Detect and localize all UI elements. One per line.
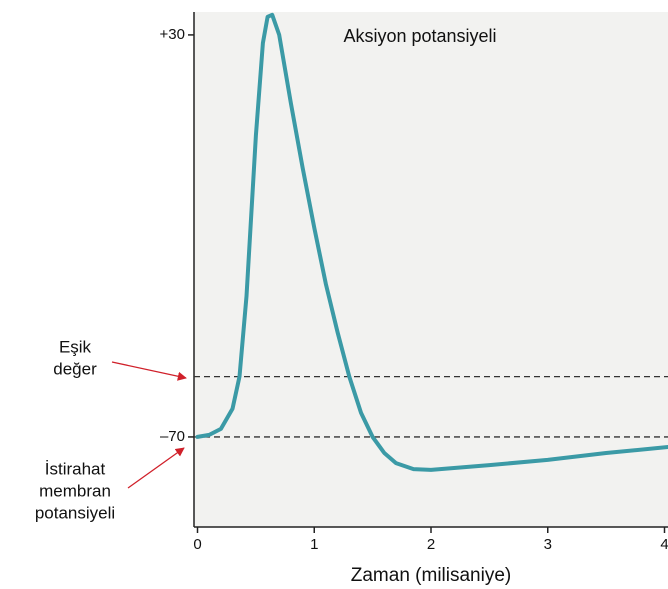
- annotation: İstirahat: [45, 459, 106, 478]
- x-tick-label: 1: [310, 536, 318, 553]
- x-tick-label: 3: [544, 536, 552, 553]
- annotation-arrow: [111, 361, 187, 381]
- x-tick-label: 0: [193, 536, 201, 553]
- line-series: [195, 12, 668, 472]
- plot-area: [194, 12, 668, 527]
- annotation: membran: [39, 481, 111, 500]
- annotation: potansiyeli: [35, 503, 115, 522]
- annotation-arrow: [127, 447, 185, 489]
- annotation: değer: [53, 359, 97, 378]
- x-axis-label: Zaman (milisaniye): [351, 565, 511, 586]
- annotation: Eşik: [59, 337, 92, 356]
- y-tick-label: +30: [160, 26, 185, 43]
- x-tick-label: 2: [427, 536, 435, 553]
- y-tick-label: –70: [160, 428, 185, 445]
- x-tick-label: 4: [660, 536, 668, 553]
- chart-title: Aksiyon potansiyeli: [343, 26, 496, 46]
